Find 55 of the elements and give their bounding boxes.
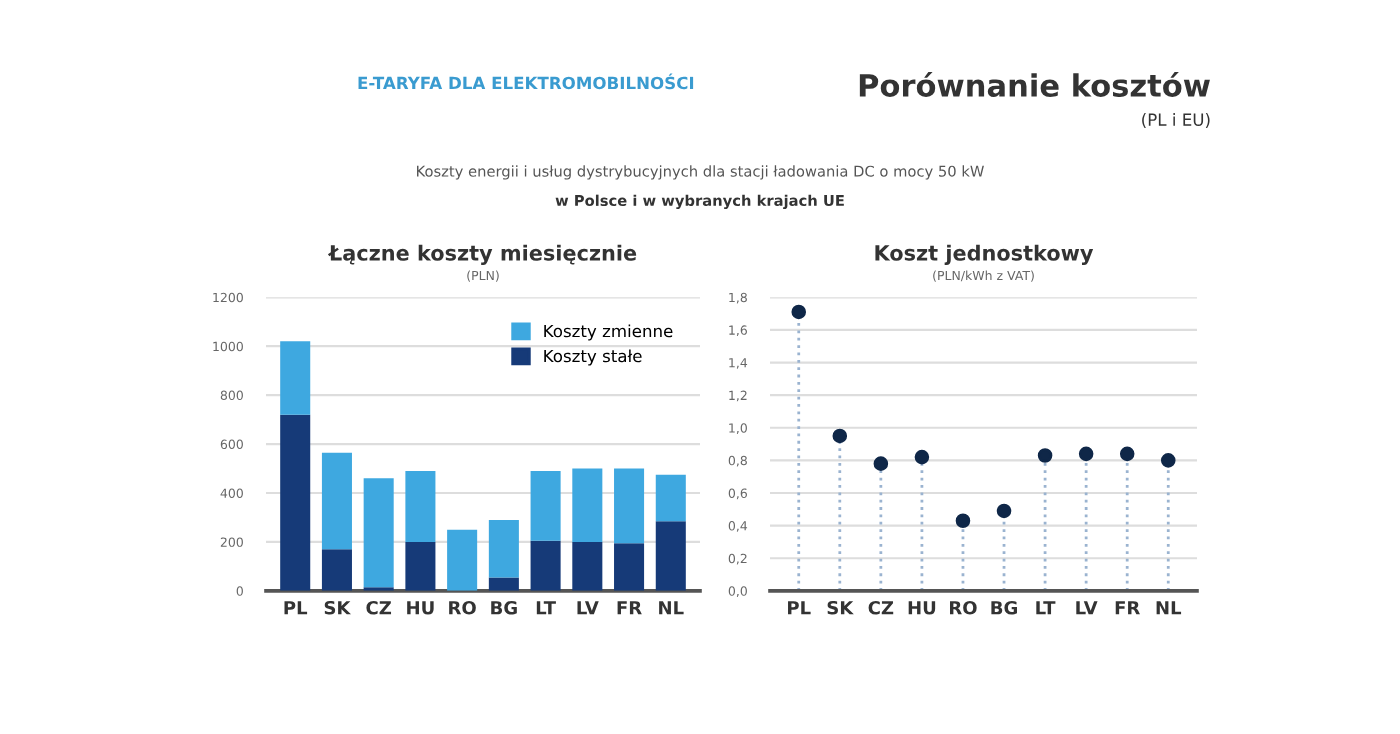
bar — [321, 549, 352, 591]
chart-title: Łączne koszty miesięcznie — [327, 244, 637, 265]
bar — [655, 474, 686, 522]
x-tick-label: FR — [617, 601, 642, 615]
x-tick-label: CZ — [366, 600, 392, 615]
x-tick-label: LT — [536, 601, 556, 615]
bar — [363, 478, 394, 588]
point — [1037, 448, 1053, 463]
bar — [614, 468, 645, 544]
x-tick-label: RO — [449, 600, 476, 615]
chart-title: Koszt jednostkowy — [875, 244, 1094, 265]
x-tick-label: NL — [659, 601, 684, 615]
bar — [280, 414, 311, 591]
x-tick-label: HU — [407, 601, 434, 615]
x-tick-label: RO — [950, 600, 977, 615]
text: (PL i EU) — [1142, 113, 1210, 128]
x-tick-label: LV — [577, 601, 599, 615]
bar — [447, 529, 478, 591]
text: E-TARYFA DLA ELEKTROMOBILNOŚCI — [358, 73, 694, 90]
bar — [280, 341, 311, 415]
x-tick-label: HU — [908, 601, 936, 615]
x-tick-label: CZ — [868, 600, 894, 615]
point — [955, 513, 971, 529]
x-tick-label: BG — [991, 600, 1017, 615]
point — [791, 304, 807, 320]
point — [914, 449, 930, 465]
bar — [321, 452, 352, 550]
point — [873, 456, 889, 471]
x-tick-label: PL — [284, 601, 308, 615]
bar — [572, 541, 603, 591]
bar — [655, 521, 686, 591]
bar — [488, 577, 519, 591]
x-tick-label: LV — [1076, 601, 1098, 615]
point — [832, 428, 848, 444]
x-tick-label: PL — [788, 601, 811, 615]
bar — [488, 519, 519, 578]
bar — [572, 468, 603, 542]
point — [996, 503, 1012, 519]
bar — [530, 540, 561, 591]
x-tick-label: NL — [1156, 601, 1182, 615]
point — [1078, 446, 1094, 462]
bar — [614, 543, 645, 591]
x-tick-label: LT — [1036, 601, 1056, 615]
x-tick-label: SK — [827, 600, 854, 615]
bar — [530, 470, 561, 541]
point — [1119, 446, 1135, 462]
bar — [405, 541, 436, 591]
bar — [405, 470, 436, 542]
x-tick-label: SK — [324, 600, 351, 615]
legend-label: Koszty stałe — [544, 349, 642, 366]
legend-label: Koszty zmienne — [544, 324, 673, 341]
x-tick-label: BG — [491, 600, 517, 615]
text: Porównanie kosztów — [859, 72, 1210, 97]
x-tick-label: FR — [1115, 601, 1140, 615]
point — [1160, 453, 1176, 468]
